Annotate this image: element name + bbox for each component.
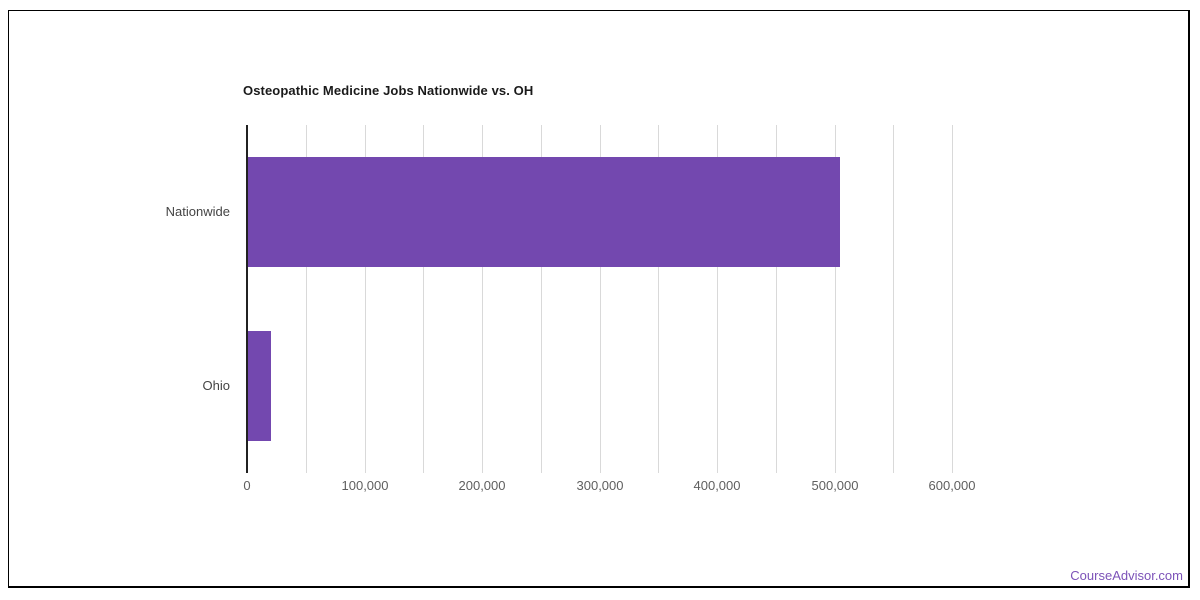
x-tick-label: 0 xyxy=(243,478,251,493)
gridline xyxy=(658,125,660,473)
x-tick-label: 600,000 xyxy=(928,478,976,493)
y-axis-baseline xyxy=(246,125,248,473)
bar-nationwide[interactable] xyxy=(248,157,840,267)
gridline xyxy=(775,125,777,473)
x-tick-label: 300,000 xyxy=(576,478,624,493)
chart-title: Osteopathic Medicine Jobs Nationwide vs.… xyxy=(243,83,534,98)
courseadvisor-link[interactable]: CourseAdvisor.com xyxy=(1070,568,1183,583)
category-label-ohio: Ohio xyxy=(202,378,230,393)
gridline xyxy=(834,125,836,473)
plot-area xyxy=(246,125,953,473)
category-label-nationwide: Nationwide xyxy=(165,204,230,219)
x-tick-label: 100,000 xyxy=(341,478,389,493)
bar-ohio[interactable] xyxy=(248,331,271,441)
gridline xyxy=(952,125,953,473)
gridline xyxy=(482,125,483,473)
x-tick-label: 200,000 xyxy=(458,478,506,493)
gridline xyxy=(599,125,601,473)
x-tick-label: 400,000 xyxy=(693,478,741,493)
chart-frame xyxy=(8,10,1190,588)
gridline xyxy=(717,125,718,473)
gridline xyxy=(893,125,895,473)
gridline xyxy=(305,125,307,473)
gridline xyxy=(364,125,366,473)
x-tick-label: 500,000 xyxy=(811,478,859,493)
gridline xyxy=(540,125,542,473)
gridline xyxy=(423,125,425,473)
